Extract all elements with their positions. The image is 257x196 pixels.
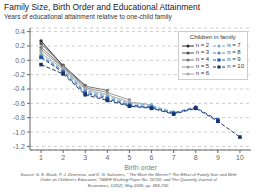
svg-text:0.4: 0.4 — [15, 28, 25, 35]
html-text:n = 9: n = 9 — [227, 56, 241, 62]
svg-text:2: 2 — [61, 154, 65, 161]
svg-text:8: 8 — [194, 154, 198, 161]
svg-text:-0.2: -0.2 — [13, 71, 25, 78]
svg-text:5: 5 — [127, 154, 131, 161]
svg-text:0.0: 0.0 — [15, 57, 25, 64]
html-text:n = 5: n = 5 — [195, 63, 210, 69]
html-text:Years of educational attainmen: Years of educational attainment relative… — [4, 13, 172, 20]
svg-text:-1.2: -1.2 — [13, 143, 25, 150]
html-text:n = 3: n = 3 — [195, 49, 210, 55]
svg-text:6: 6 — [150, 154, 154, 161]
svg-text:Birth order: Birth order — [124, 164, 157, 170]
svg-text:-0.6: -0.6 — [13, 100, 25, 107]
html-text:Family Size, Birth Order and E: Family Size, Birth Order and Educational… — [4, 2, 201, 12]
svg-text:-1.0: -1.0 — [13, 129, 25, 136]
svg-text:-0.8: -0.8 — [13, 114, 25, 121]
html-text:n = 10: n = 10 — [227, 63, 244, 69]
svg-text:-0.4: -0.4 — [13, 85, 25, 92]
svg-text:4: 4 — [105, 154, 109, 161]
html-text:n = 7: n = 7 — [227, 42, 241, 48]
html-text:Source: S. E. Black, P. J. Dev: Source: S. E. Black, P. J. Devereux, and… — [20, 172, 237, 188]
html-text:n = 4: n = 4 — [195, 56, 210, 62]
svg-text:7: 7 — [172, 154, 176, 161]
html-text:n = 2: n = 2 — [195, 42, 210, 48]
svg-text:9: 9 — [216, 154, 220, 161]
html-text:n = 8: n = 8 — [227, 49, 241, 55]
html-text:n = 6: n = 6 — [195, 70, 210, 76]
html-text:Children in family: Children in family — [189, 34, 236, 40]
svg-text:1: 1 — [39, 154, 43, 161]
svg-text:10: 10 — [236, 154, 244, 161]
svg-text:3: 3 — [83, 154, 87, 161]
svg-text:0.2: 0.2 — [15, 42, 25, 49]
